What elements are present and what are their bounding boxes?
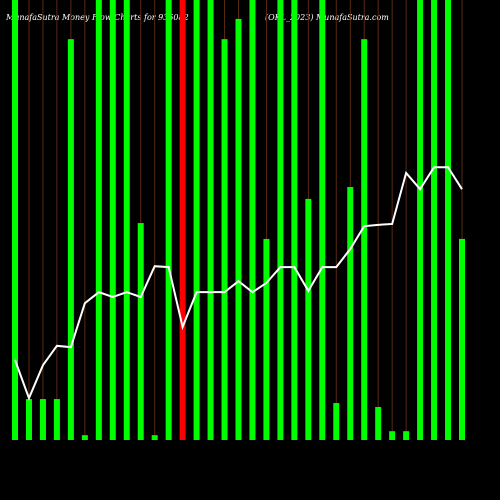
bar	[263, 238, 270, 440]
bar	[277, 0, 284, 440]
bar	[347, 187, 354, 440]
bar	[221, 39, 228, 440]
bar	[81, 435, 88, 440]
bar	[459, 238, 465, 440]
bar	[333, 403, 340, 440]
bar	[151, 435, 158, 440]
bar	[12, 0, 18, 440]
bar	[417, 0, 424, 440]
bar	[319, 0, 326, 440]
bar	[249, 0, 256, 440]
bar	[235, 18, 242, 440]
bar	[305, 198, 312, 440]
bar	[67, 39, 74, 440]
bar	[431, 0, 438, 440]
bar	[389, 431, 396, 440]
bar	[445, 0, 452, 440]
line	[14, 166, 463, 401]
bar	[123, 0, 130, 440]
bar	[291, 0, 298, 440]
bar	[53, 399, 60, 440]
bar	[39, 399, 46, 440]
bar	[193, 0, 200, 440]
bar	[375, 407, 382, 440]
bar	[165, 0, 172, 440]
chart-subtitle: (OKL_2023) MunafaSutra.com	[265, 13, 389, 22]
bar	[109, 0, 116, 440]
bar	[403, 431, 410, 440]
bar	[361, 39, 368, 440]
bar	[179, 0, 186, 440]
bar	[95, 0, 102, 440]
bar	[25, 399, 32, 440]
bar	[137, 223, 144, 440]
bar	[207, 0, 214, 440]
